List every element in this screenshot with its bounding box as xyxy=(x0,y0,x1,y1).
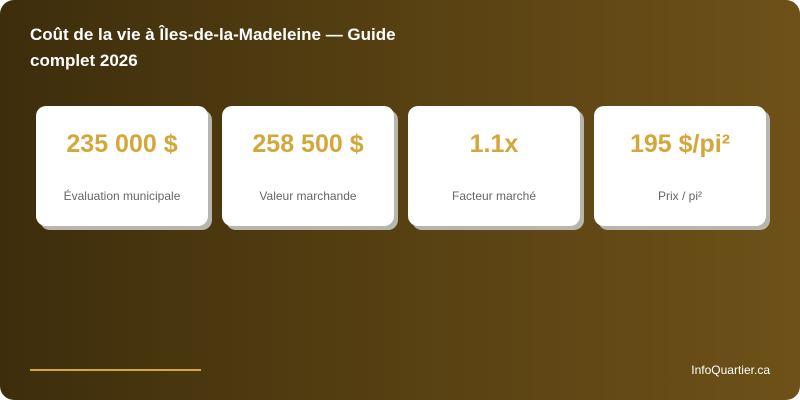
stat-label: Valeur marchande xyxy=(259,189,357,203)
stat-value: 195 $/pi² xyxy=(629,130,731,158)
stat-label: Facteur marché xyxy=(451,189,537,203)
stat-card-market-factor: 1.1x Facteur marché xyxy=(408,106,580,226)
brand-label: InfoQuartier.ca xyxy=(691,363,770,377)
accent-divider xyxy=(30,369,201,371)
stat-value: 1.1x xyxy=(469,130,519,158)
stat-value: 235 000 $ xyxy=(66,130,178,158)
stat-card-evaluation: 235 000 $ Évaluation municipale xyxy=(36,106,208,226)
stat-label: Évaluation municipale xyxy=(63,189,181,203)
stat-label: Prix / pi² xyxy=(657,189,702,203)
stat-value: 258 500 $ xyxy=(252,130,364,158)
stat-card-market-value: 258 500 $ Valeur marchande xyxy=(222,106,394,226)
stat-card-price-per-sqft: 195 $/pi² Prix / pi² xyxy=(594,106,766,226)
page-title: Coût de la vie à Îles-de-la-Madeleine — … xyxy=(30,25,396,70)
